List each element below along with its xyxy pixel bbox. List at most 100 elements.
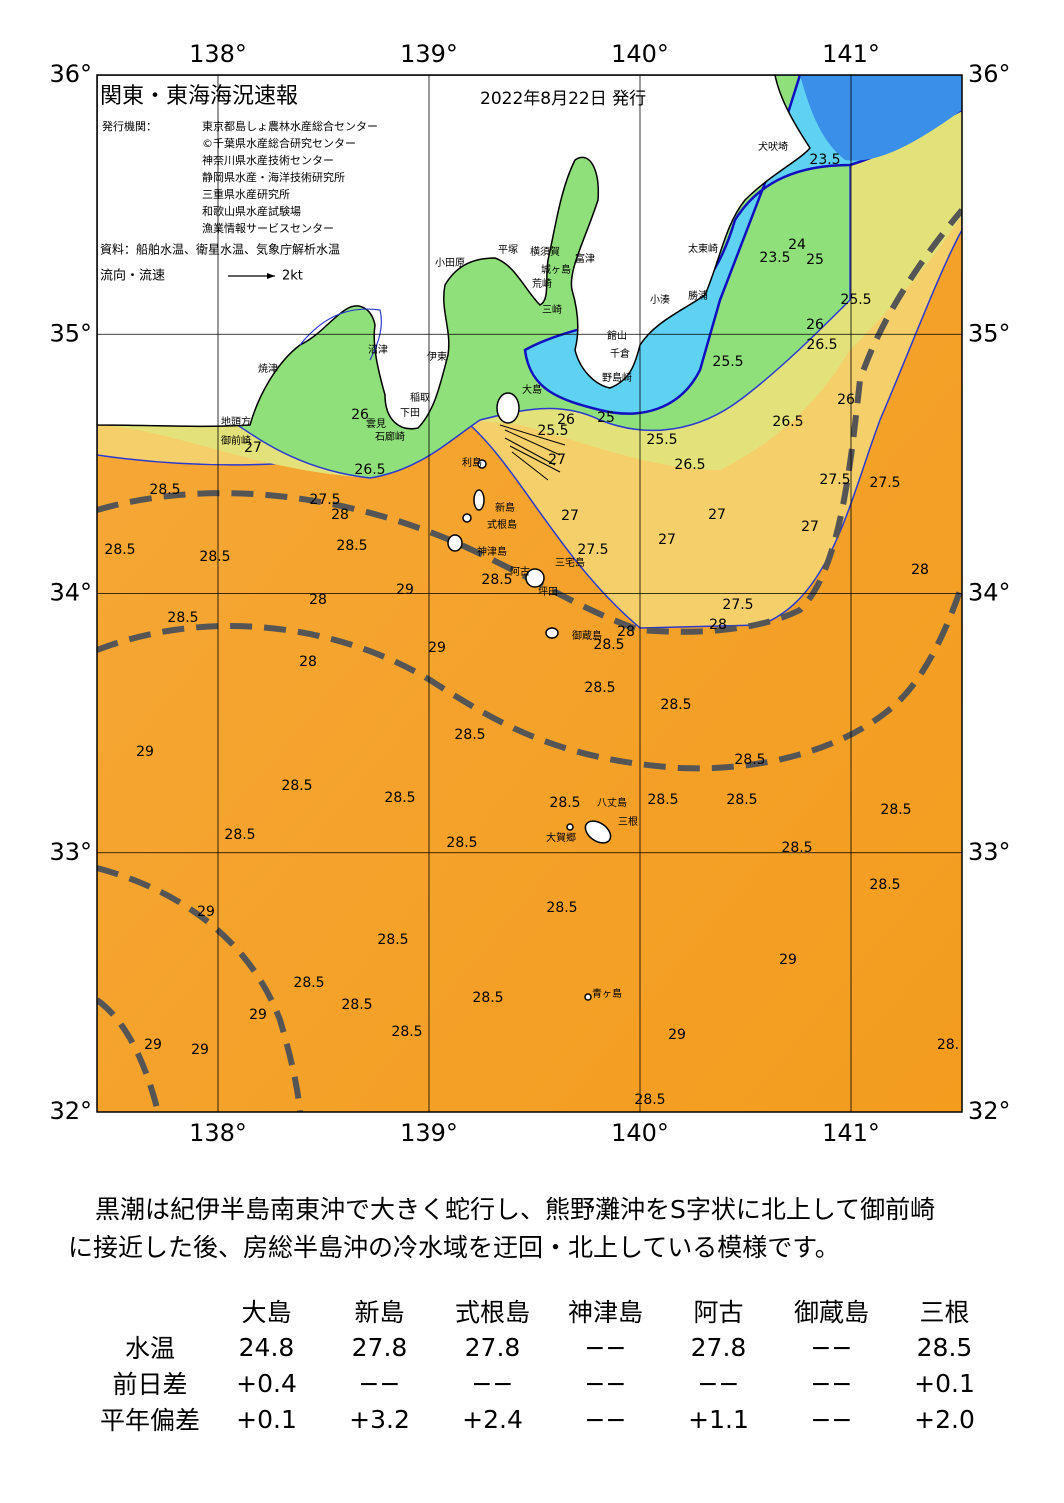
contour-label: 27.5 [577,542,608,558]
place-name: 平塚 [498,244,518,256]
contour-label: 28.5 [584,680,615,696]
contour-label: 26 [806,317,824,333]
contour-label: 27 [658,532,676,548]
table-cell: +0.1 [236,1404,297,1434]
contour-label: 29 [197,904,215,920]
table-cell: +2.4 [462,1404,523,1434]
table-cell: −− [471,1368,514,1398]
place-name: 阿古 [510,565,530,578]
header-row: 大島 新島 式根島 神津島 阿古 御蔵島 三根 [90,1293,1001,1329]
contour-label: 28.5 [336,538,367,554]
contour-label: 29 [191,1042,209,1058]
place-name: 城ヶ島 [541,263,571,276]
lat-label: 34° [49,579,92,607]
contour-label: 28.5 [869,877,900,893]
table-cell: 27.8 [690,1332,747,1362]
blue-water [800,75,962,161]
contour-label: 26.5 [354,462,385,478]
contour-label: 25.5 [712,354,743,370]
contour-label: 28.5 [391,1024,422,1040]
table-cell: +2.0 [914,1404,975,1434]
contour-label: 28.5 [660,697,691,713]
contour-label: 28 [299,654,317,670]
contour-label: 29 [396,582,414,598]
place-name: 雲見 [366,418,386,430]
contour-label: 28.5 [149,482,180,498]
contour-label: 26 [837,392,855,408]
table-cell: 27.8 [464,1332,521,1362]
contour-label: 27 [244,440,262,456]
place-name: 下田 [400,408,420,419]
contour-label: 28 [617,624,635,640]
issuer: 三重県水産研究所 [202,187,290,201]
contour-label: 28 [911,562,929,578]
issuer: 神奈川県水産技術センター [202,153,334,167]
table-cell: 24.8 [238,1332,295,1362]
lat-label: 33° [49,838,92,866]
contour-label: 28.5 [104,542,135,558]
place-name: 地頭方 [221,415,251,428]
land [97,75,811,430]
table-cell: −− [810,1404,853,1434]
place-name: 式根島 [487,518,517,531]
table-row: 前日差 +0.4 −− −− −− −− −− +0.1 [90,1365,1001,1401]
lat-label: 33° [968,838,1011,866]
contour-label: 28.5 [293,975,324,991]
place-name: 富津 [575,252,595,265]
contour-label: 26.5 [674,457,705,473]
contour-label: 25 [597,410,615,426]
lon-label: 139° [400,1119,458,1147]
table-cell: −− [810,1332,853,1362]
kuroshio-axis [97,865,303,1112]
map-area [97,75,962,1112]
column-header: 新島 [354,1298,405,1327]
table-cell: −− [584,1404,627,1434]
place-name: 三宅島 [555,556,585,569]
table-cell: +3.2 [349,1404,410,1434]
islands [447,392,612,1001]
table-cell: −− [358,1368,401,1398]
contour-label: 26.5 [772,414,803,430]
contour-label: 29 [249,1007,267,1023]
contour-label: 29 [779,952,797,968]
contour-label: 28.5 [647,792,678,808]
issue-date: 2022年8月22日 発行 [480,89,646,109]
column-header: 式根島 [454,1298,530,1327]
contour-label: 25 [806,252,824,268]
place-name: 利島 [462,456,482,469]
table-cell: +0.1 [914,1368,975,1398]
contour-label: 29 [136,744,154,760]
lon-label: 141° [822,40,880,68]
contour-label: 28.5 [593,637,624,653]
current-vectors [499,424,566,481]
lat-label: 35° [968,319,1011,347]
column-header: 阿古 [693,1298,744,1327]
issuer: 漁業情報サービスセンター [202,221,334,235]
source: 資料：船舶水温、衛星水温、気象庁解析水温 [100,242,340,257]
map: 関東・東海海況速報 2022年8月22日 発行 発行機関： 資料：船舶水温、衛星… [49,40,1011,1147]
lat-label: 34° [968,579,1011,607]
contour-label: 27.5 [722,597,753,613]
contour-label: 28.5 [199,549,230,565]
lon-label: 138° [189,40,247,68]
contour-label: 28.5 [341,997,372,1013]
table-cell: +1.1 [688,1404,749,1434]
contour-label: 28.5 [481,572,512,588]
table-cell: 27.8 [351,1332,408,1362]
contour-label: 24 [788,237,806,253]
place-name: 三崎 [542,303,562,316]
place-name: 焼津 [258,363,278,375]
issuer: 東京都島しょ農林水産総合センター [202,119,378,133]
column-header: 神津島 [567,1298,643,1327]
issuer: 和歌山県水産試験場 [202,204,301,218]
table-cell: 28.5 [916,1332,973,1362]
legend-speed: 2kt [282,269,303,284]
column-header: 三根 [919,1298,970,1327]
commentary-line: に接近した後、房総半島沖の冷水域を迂回・北上している模様です。 [68,1233,840,1262]
table-cell: −− [584,1332,627,1362]
place-name: 野島崎 [602,371,632,384]
map-title: 関東・東海海況速報 [100,84,298,109]
contour-label: 25.5 [537,423,568,439]
row-label: 水温 [124,1334,175,1363]
